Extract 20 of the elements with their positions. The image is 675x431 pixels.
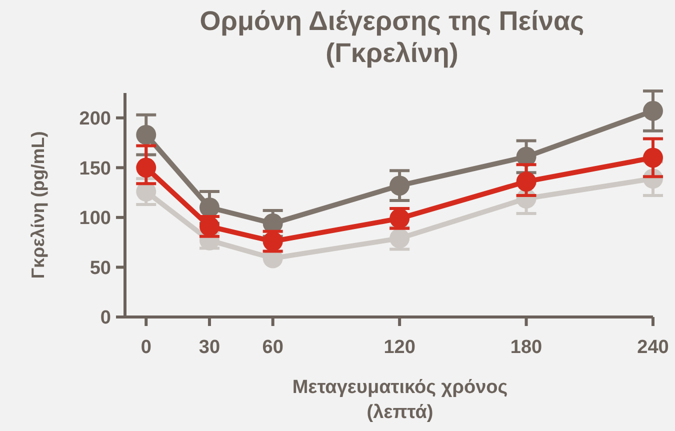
point	[516, 172, 536, 192]
x-tick-label: 60	[262, 337, 284, 358]
y-tick-label: 150	[79, 158, 111, 180]
point	[390, 176, 410, 196]
x-tick-label: 0	[140, 337, 152, 358]
point	[136, 124, 156, 145]
y-axis-title: Γκρελίνη (pg/mL)	[28, 131, 48, 279]
y-tick-label: 200	[79, 108, 111, 130]
point	[643, 100, 663, 121]
x-tick-label: 30	[198, 337, 220, 358]
point	[136, 158, 156, 178]
y-tick-label: 100	[79, 208, 111, 230]
y-tick-label: 0	[100, 308, 111, 329]
chart-title: Ορμόνη Διέγερσης της Πείνας (Γκρελίνη)	[200, 6, 584, 68]
x-tick-label: 180	[510, 337, 542, 358]
point	[643, 148, 663, 168]
x-tick-label: 240	[637, 337, 669, 358]
x-axis-title: Μεταγευματικός χρόνος (λεπτά)	[292, 377, 508, 423]
x-tick-label: 120	[384, 337, 416, 358]
y-tick-label: 50	[90, 258, 111, 279]
